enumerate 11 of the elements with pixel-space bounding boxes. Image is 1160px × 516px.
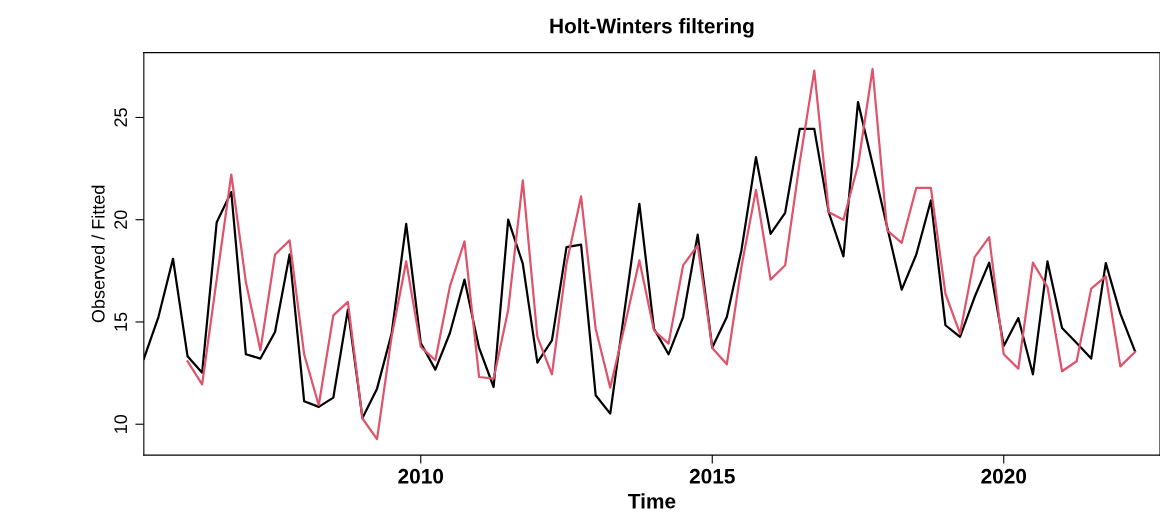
- x-axis-title: Time: [628, 493, 676, 509]
- y-tick-label: 25: [114, 108, 128, 127]
- y-tick-label: 10: [114, 414, 128, 433]
- x-tick-label: 2010: [398, 468, 444, 484]
- y-tick-label: 15: [114, 312, 128, 331]
- y-axis-title: Observed / Fitted: [91, 185, 105, 323]
- y-tick-label: 20: [114, 210, 128, 229]
- x-tick-label: 2015: [689, 468, 735, 484]
- x-tick-label: 2020: [981, 468, 1027, 484]
- chart-title: Holt-Winters filtering: [550, 18, 754, 38]
- line-series: [186, 67, 1137, 441]
